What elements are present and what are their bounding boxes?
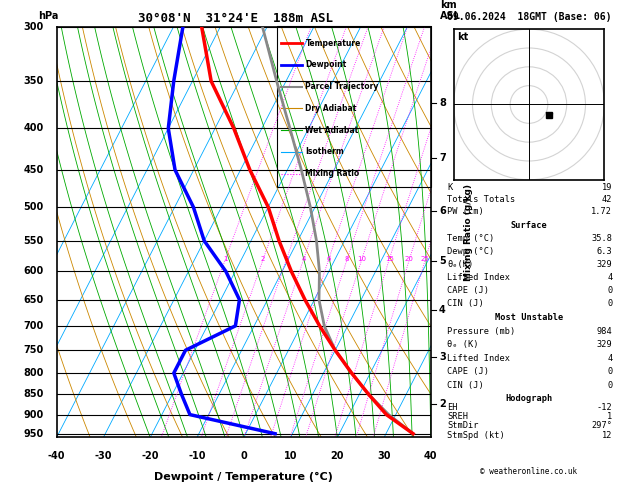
Text: 984: 984	[597, 327, 613, 336]
Text: 30°08'N  31°24'E  188m ASL: 30°08'N 31°24'E 188m ASL	[138, 12, 333, 25]
Text: 19: 19	[602, 183, 613, 192]
Text: 35.8: 35.8	[591, 234, 613, 243]
Text: Parcel Trajectory: Parcel Trajectory	[306, 82, 379, 91]
Text: Pressure (mb): Pressure (mb)	[447, 327, 516, 336]
Text: θₑ(K): θₑ(K)	[447, 260, 474, 269]
Text: Temp (°C): Temp (°C)	[447, 234, 494, 243]
Text: 3: 3	[439, 352, 446, 362]
Text: EH: EH	[447, 403, 458, 412]
Text: 15: 15	[385, 257, 394, 262]
Text: SREH: SREH	[447, 412, 469, 421]
Text: StmSpd (kt): StmSpd (kt)	[447, 431, 505, 440]
Text: 40: 40	[424, 451, 438, 461]
Text: 850: 850	[23, 389, 43, 399]
Text: 0: 0	[240, 451, 247, 461]
Text: 1.72: 1.72	[591, 207, 613, 216]
Text: hPa: hPa	[38, 11, 58, 20]
Text: 400: 400	[23, 123, 43, 133]
Text: 950: 950	[23, 429, 43, 439]
Text: K: K	[447, 183, 453, 192]
Text: Lifted Index: Lifted Index	[447, 354, 510, 363]
Text: Dewpoint / Temperature (°C): Dewpoint / Temperature (°C)	[154, 472, 333, 483]
Text: 4: 4	[607, 273, 613, 281]
Text: CIN (J): CIN (J)	[447, 381, 484, 390]
Text: -10: -10	[188, 451, 206, 461]
Text: Mixing Ratio: Mixing Ratio	[306, 169, 360, 178]
Text: 4: 4	[301, 257, 306, 262]
Text: 30: 30	[377, 451, 391, 461]
Text: km
ASL: km ASL	[440, 0, 461, 20]
Text: -30: -30	[94, 451, 112, 461]
Text: 0: 0	[607, 286, 613, 295]
Text: 750: 750	[23, 345, 43, 355]
Text: Lifted Index: Lifted Index	[447, 273, 510, 281]
Text: 900: 900	[23, 410, 43, 419]
Text: 800: 800	[23, 368, 43, 378]
Text: CIN (J): CIN (J)	[447, 298, 484, 308]
Text: 6.3: 6.3	[597, 247, 613, 256]
Text: Totals Totals: Totals Totals	[447, 195, 516, 204]
Text: 09.06.2024  18GMT (Base: 06): 09.06.2024 18GMT (Base: 06)	[447, 12, 611, 22]
Text: 2: 2	[261, 257, 265, 262]
Text: 550: 550	[23, 236, 43, 246]
Text: 12: 12	[602, 431, 613, 440]
Text: -20: -20	[142, 451, 159, 461]
Text: 8: 8	[439, 98, 446, 108]
Text: 1: 1	[223, 257, 228, 262]
Text: Temperature: Temperature	[306, 39, 361, 48]
Text: StmDir: StmDir	[447, 421, 479, 431]
Text: 329: 329	[597, 340, 613, 349]
Text: Most Unstable: Most Unstable	[495, 313, 563, 322]
Text: 500: 500	[23, 202, 43, 212]
Text: Hodograph: Hodograph	[505, 394, 553, 403]
Text: 20: 20	[331, 451, 344, 461]
Text: CAPE (J): CAPE (J)	[447, 367, 489, 377]
Text: 25: 25	[421, 257, 430, 262]
Text: CAPE (J): CAPE (J)	[447, 286, 489, 295]
Text: 350: 350	[23, 76, 43, 86]
Text: Dewpoint: Dewpoint	[306, 60, 347, 69]
Bar	[277, 26, 431, 187]
Text: Dry Adiabat: Dry Adiabat	[306, 104, 357, 113]
Text: 5: 5	[439, 256, 446, 266]
Text: 297°: 297°	[591, 421, 613, 431]
Text: 0: 0	[607, 367, 613, 377]
Text: kt: kt	[457, 33, 469, 42]
Text: 700: 700	[23, 321, 43, 331]
Text: © weatheronline.co.uk: © weatheronline.co.uk	[481, 467, 577, 476]
Text: 0: 0	[607, 298, 613, 308]
Text: -12: -12	[597, 403, 613, 412]
Text: 8: 8	[345, 257, 349, 262]
Text: 20: 20	[405, 257, 414, 262]
Text: 0: 0	[607, 381, 613, 390]
Text: 10: 10	[284, 451, 298, 461]
Text: -40: -40	[48, 451, 65, 461]
Text: 300: 300	[23, 22, 43, 32]
Text: 3: 3	[284, 257, 289, 262]
Text: 600: 600	[23, 266, 43, 277]
Text: Dewp (°C): Dewp (°C)	[447, 247, 494, 256]
Text: 4: 4	[607, 354, 613, 363]
Text: 4: 4	[439, 305, 446, 315]
Text: PW (cm): PW (cm)	[447, 207, 484, 216]
Text: Mixing Ratio (g/kg): Mixing Ratio (g/kg)	[464, 184, 473, 280]
Text: 7: 7	[439, 153, 446, 163]
Text: 650: 650	[23, 295, 43, 305]
Text: 450: 450	[23, 165, 43, 175]
Text: Wet Adiabat: Wet Adiabat	[306, 126, 359, 135]
Text: Isotherm: Isotherm	[306, 147, 344, 156]
Text: 1: 1	[607, 412, 613, 421]
Text: 6: 6	[439, 206, 446, 216]
Text: 329: 329	[597, 260, 613, 269]
Text: θₑ (K): θₑ (K)	[447, 340, 479, 349]
Text: 2: 2	[439, 399, 446, 409]
Text: Surface: Surface	[511, 221, 547, 230]
Text: 6: 6	[326, 257, 331, 262]
Text: 42: 42	[602, 195, 613, 204]
Text: 10: 10	[357, 257, 366, 262]
